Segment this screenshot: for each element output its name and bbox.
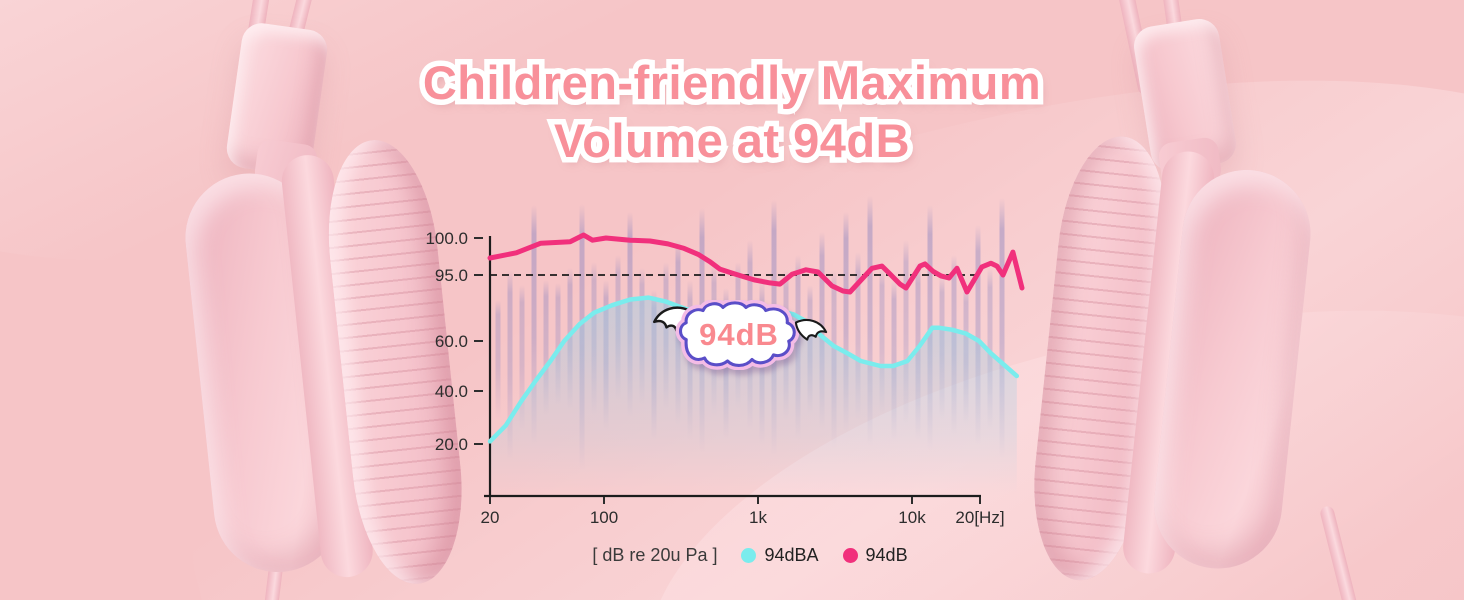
max-volume-badge: 94dB [648,298,834,376]
legend-label-94dB: 94dB [865,545,908,565]
x-tick-label: 100 [590,508,618,527]
legend: [ dB re 20u Pa ] 94dBA 94dB [420,545,1080,566]
page-title-line1: Children-friendly Maximum [423,54,1042,112]
y-tick-label: 20.0 [435,435,468,454]
y-tick-label: 60.0 [435,332,468,351]
spectrum-bar [495,300,501,420]
x-tick-label: 1k [749,508,767,527]
y-tick-label: 40.0 [435,382,468,401]
page-title-line2: Volume at 94dB [554,112,910,170]
y-tick-label: 95.0 [435,266,468,285]
ear-cup [169,134,473,600]
legend-item-94dB: 94dB [842,545,908,566]
badge-text: 94dB [699,317,779,352]
legend-dot-94dB [842,548,858,563]
legend-axis-unit: [ dB re 20u Pa ] [592,545,718,565]
legend-item-94dBA: 94dBA [741,545,819,566]
legend-dot-94dBA [741,548,757,563]
y-tick-label: 100.0 [425,229,468,248]
x-tick-label: 20[Hz] [955,508,1004,527]
legend-label-94dBA: 94dBA [764,545,819,565]
x-tick-label: 20 [481,508,500,527]
wing-right-icon [794,319,828,341]
cup-cord [1318,504,1360,600]
x-tick-label: 10k [898,508,926,527]
page-title: Children-friendly Maximum Volume at 94dB [0,54,1464,170]
